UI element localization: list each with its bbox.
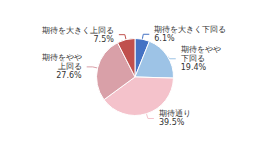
svg-text:期待をやや: 期待をやや: [181, 45, 221, 54]
svg-text:19.4%: 19.4%: [181, 63, 207, 72]
svg-text:期待を大きく上回る: 期待を大きく上回る: [42, 26, 114, 35]
svg-text:期待を大きく下回る: 期待を大きく下回る: [154, 25, 226, 34]
svg-text:39.5%: 39.5%: [159, 118, 185, 127]
svg-text:上回る: 上回る: [58, 62, 82, 71]
svg-text:7.5%: 7.5%: [94, 35, 115, 44]
svg-text:27.6%: 27.6%: [56, 71, 82, 80]
svg-text:6.1%: 6.1%: [154, 34, 175, 43]
svg-text:期待をやや: 期待をやや: [42, 53, 82, 62]
svg-text:期待通り: 期待通り: [159, 109, 191, 118]
svg-text:下回る: 下回る: [181, 54, 205, 63]
